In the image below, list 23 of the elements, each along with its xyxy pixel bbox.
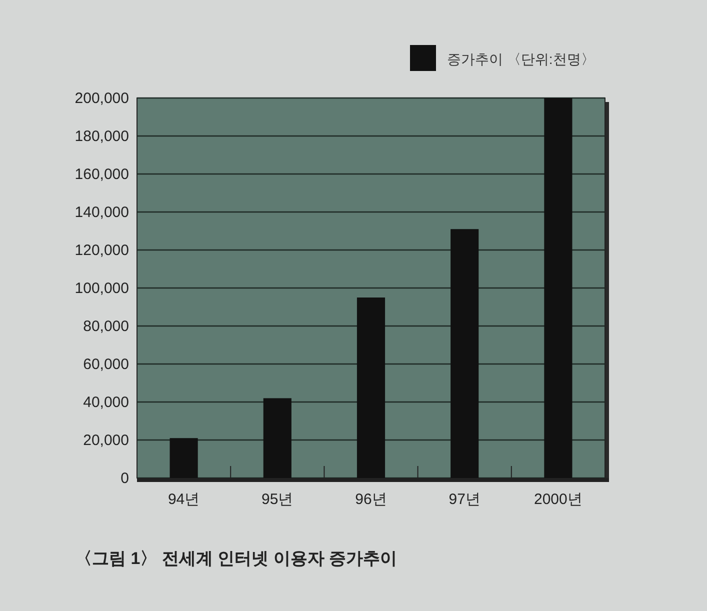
y-tick-label: 20,000 [83,432,129,449]
x-tick-label: 2000년 [534,491,582,508]
bar [263,398,292,478]
bar [450,229,479,478]
x-tick-label: 94년 [168,491,200,508]
y-tick-label: 160,000 [74,166,129,183]
bar [170,438,198,478]
y-tick-label: 40,000 [83,394,129,411]
x-tick-label: 96년 [355,491,387,508]
text: 〈그림 1〉 전세계 인터넷 이용자 증가추이 [75,549,398,568]
y-tick-label: 200,000 [74,90,129,107]
y-tick-label: 140,000 [74,204,129,221]
y-tick-label: 60,000 [83,356,129,373]
legend-label: 증가추이 〈단위:천명〉 [447,51,595,67]
x-tick-label: 95년 [262,491,294,508]
x-tick-label: 97년 [448,491,480,508]
y-tick-label: 100,000 [74,280,129,297]
bar [356,298,386,478]
y-tick-label: 180,000 [74,128,129,145]
bar [544,98,572,478]
y-tick-label: 120,000 [74,242,129,259]
y-tick-label: 0 [120,470,129,487]
y-tick-label: 80,000 [83,318,129,335]
